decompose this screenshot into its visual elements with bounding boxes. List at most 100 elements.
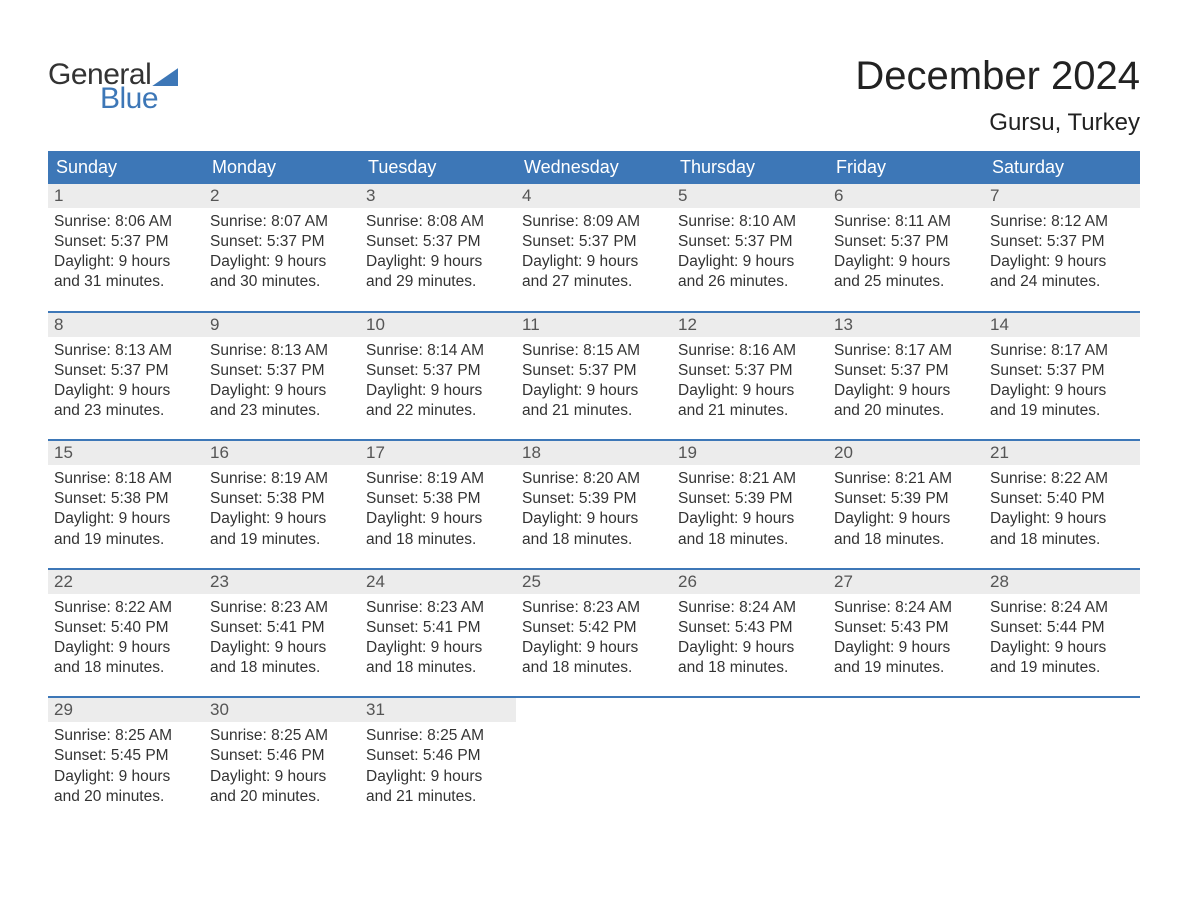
sunrise-text: Sunrise: 8:22 AM [990, 469, 1134, 489]
daylight-text: Daylight: 9 hours [834, 381, 978, 401]
daylight-text: and 31 minutes. [54, 272, 198, 292]
day-header-cell: Sunday [48, 151, 204, 184]
day-number: 4 [516, 184, 672, 208]
day-info: Sunrise: 8:25 AMSunset: 5:46 PMDaylight:… [360, 722, 516, 807]
day-number: 15 [48, 441, 204, 465]
sunset-text: Sunset: 5:37 PM [54, 232, 198, 252]
daylight-text: and 21 minutes. [678, 401, 822, 421]
day-info: Sunrise: 8:16 AMSunset: 5:37 PMDaylight:… [672, 337, 828, 422]
daylight-text: and 18 minutes. [210, 658, 354, 678]
day-number: 24 [360, 570, 516, 594]
sunrise-text: Sunrise: 8:25 AM [366, 726, 510, 746]
sunset-text: Sunset: 5:37 PM [522, 361, 666, 381]
daylight-text: Daylight: 9 hours [210, 509, 354, 529]
daylight-text: and 20 minutes. [54, 787, 198, 807]
day-info: Sunrise: 8:15 AMSunset: 5:37 PMDaylight:… [516, 337, 672, 422]
day-number: 5 [672, 184, 828, 208]
day-cell: 8Sunrise: 8:13 AMSunset: 5:37 PMDaylight… [48, 313, 204, 440]
sunrise-text: Sunrise: 8:11 AM [834, 212, 978, 232]
day-cell: 7Sunrise: 8:12 AMSunset: 5:37 PMDaylight… [984, 184, 1140, 311]
daylight-text: and 18 minutes. [834, 530, 978, 550]
daylight-text: and 23 minutes. [54, 401, 198, 421]
daylight-text: Daylight: 9 hours [678, 252, 822, 272]
daylight-text: and 19 minutes. [834, 658, 978, 678]
day-cell: 18Sunrise: 8:20 AMSunset: 5:39 PMDayligh… [516, 441, 672, 568]
sunrise-text: Sunrise: 8:12 AM [990, 212, 1134, 232]
week-row: 15Sunrise: 8:18 AMSunset: 5:38 PMDayligh… [48, 439, 1140, 568]
day-number: 20 [828, 441, 984, 465]
day-info: Sunrise: 8:22 AMSunset: 5:40 PMDaylight:… [48, 594, 204, 679]
daylight-text: and 18 minutes. [54, 658, 198, 678]
sunset-text: Sunset: 5:38 PM [54, 489, 198, 509]
daylight-text: Daylight: 9 hours [54, 509, 198, 529]
sunset-text: Sunset: 5:42 PM [522, 618, 666, 638]
day-cell: 24Sunrise: 8:23 AMSunset: 5:41 PMDayligh… [360, 570, 516, 697]
daylight-text: Daylight: 9 hours [990, 638, 1134, 658]
daylight-text: and 20 minutes. [834, 401, 978, 421]
day-number: 25 [516, 570, 672, 594]
sunrise-text: Sunrise: 8:14 AM [366, 341, 510, 361]
day-info: Sunrise: 8:12 AMSunset: 5:37 PMDaylight:… [984, 208, 1140, 293]
day-cell: 13Sunrise: 8:17 AMSunset: 5:37 PMDayligh… [828, 313, 984, 440]
day-info: Sunrise: 8:25 AMSunset: 5:45 PMDaylight:… [48, 722, 204, 807]
day-number: 19 [672, 441, 828, 465]
day-cell: 20Sunrise: 8:21 AMSunset: 5:39 PMDayligh… [828, 441, 984, 568]
sunrise-text: Sunrise: 8:21 AM [834, 469, 978, 489]
day-info: Sunrise: 8:09 AMSunset: 5:37 PMDaylight:… [516, 208, 672, 293]
day-info: Sunrise: 8:14 AMSunset: 5:37 PMDaylight:… [360, 337, 516, 422]
day-header-cell: Thursday [672, 151, 828, 184]
day-info: Sunrise: 8:24 AMSunset: 5:44 PMDaylight:… [984, 594, 1140, 679]
sunset-text: Sunset: 5:40 PM [990, 489, 1134, 509]
brand-word2: Blue [100, 82, 158, 116]
day-number: 12 [672, 313, 828, 337]
sunrise-text: Sunrise: 8:25 AM [210, 726, 354, 746]
daylight-text: Daylight: 9 hours [522, 381, 666, 401]
sunrise-text: Sunrise: 8:24 AM [990, 598, 1134, 618]
day-header-row: Sunday Monday Tuesday Wednesday Thursday… [48, 151, 1140, 184]
daylight-text: and 25 minutes. [834, 272, 978, 292]
day-info: Sunrise: 8:23 AMSunset: 5:41 PMDaylight:… [360, 594, 516, 679]
day-number: 27 [828, 570, 984, 594]
day-cell: 1Sunrise: 8:06 AMSunset: 5:37 PMDaylight… [48, 184, 204, 311]
sunrise-text: Sunrise: 8:10 AM [678, 212, 822, 232]
sunset-text: Sunset: 5:46 PM [366, 746, 510, 766]
empty-cell [672, 698, 828, 825]
day-cell: 2Sunrise: 8:07 AMSunset: 5:37 PMDaylight… [204, 184, 360, 311]
day-cell: 16Sunrise: 8:19 AMSunset: 5:38 PMDayligh… [204, 441, 360, 568]
day-number: 21 [984, 441, 1140, 465]
sunrise-text: Sunrise: 8:06 AM [54, 212, 198, 232]
day-number: 14 [984, 313, 1140, 337]
day-info: Sunrise: 8:10 AMSunset: 5:37 PMDaylight:… [672, 208, 828, 293]
sunrise-text: Sunrise: 8:18 AM [54, 469, 198, 489]
day-number: 23 [204, 570, 360, 594]
daylight-text: and 19 minutes. [54, 530, 198, 550]
week-row: 22Sunrise: 8:22 AMSunset: 5:40 PMDayligh… [48, 568, 1140, 697]
day-info: Sunrise: 8:23 AMSunset: 5:41 PMDaylight:… [204, 594, 360, 679]
daylight-text: and 18 minutes. [678, 658, 822, 678]
day-info: Sunrise: 8:20 AMSunset: 5:39 PMDaylight:… [516, 465, 672, 550]
day-number: 16 [204, 441, 360, 465]
daylight-text: and 20 minutes. [210, 787, 354, 807]
sunset-text: Sunset: 5:39 PM [522, 489, 666, 509]
day-cell: 10Sunrise: 8:14 AMSunset: 5:37 PMDayligh… [360, 313, 516, 440]
sunrise-text: Sunrise: 8:22 AM [54, 598, 198, 618]
sunrise-text: Sunrise: 8:15 AM [522, 341, 666, 361]
sunrise-text: Sunrise: 8:20 AM [522, 469, 666, 489]
daylight-text: Daylight: 9 hours [678, 638, 822, 658]
day-cell: 11Sunrise: 8:15 AMSunset: 5:37 PMDayligh… [516, 313, 672, 440]
sunrise-text: Sunrise: 8:25 AM [54, 726, 198, 746]
sunset-text: Sunset: 5:37 PM [366, 361, 510, 381]
daylight-text: Daylight: 9 hours [834, 638, 978, 658]
day-cell: 25Sunrise: 8:23 AMSunset: 5:42 PMDayligh… [516, 570, 672, 697]
sunset-text: Sunset: 5:43 PM [834, 618, 978, 638]
daylight-text: Daylight: 9 hours [522, 509, 666, 529]
day-info: Sunrise: 8:21 AMSunset: 5:39 PMDaylight:… [672, 465, 828, 550]
daylight-text: and 18 minutes. [522, 530, 666, 550]
day-cell: 14Sunrise: 8:17 AMSunset: 5:37 PMDayligh… [984, 313, 1140, 440]
sunset-text: Sunset: 5:43 PM [678, 618, 822, 638]
daylight-text: Daylight: 9 hours [990, 509, 1134, 529]
empty-cell [828, 698, 984, 825]
day-info: Sunrise: 8:08 AMSunset: 5:37 PMDaylight:… [360, 208, 516, 293]
daylight-text: Daylight: 9 hours [834, 252, 978, 272]
sunrise-text: Sunrise: 8:16 AM [678, 341, 822, 361]
